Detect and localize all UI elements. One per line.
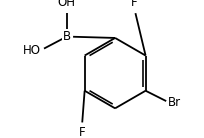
Text: B: B [63, 30, 71, 43]
Text: F: F [79, 126, 85, 138]
Text: OH: OH [58, 0, 76, 9]
Text: HO: HO [23, 44, 41, 57]
Text: Br: Br [168, 96, 181, 109]
Text: F: F [131, 0, 138, 9]
